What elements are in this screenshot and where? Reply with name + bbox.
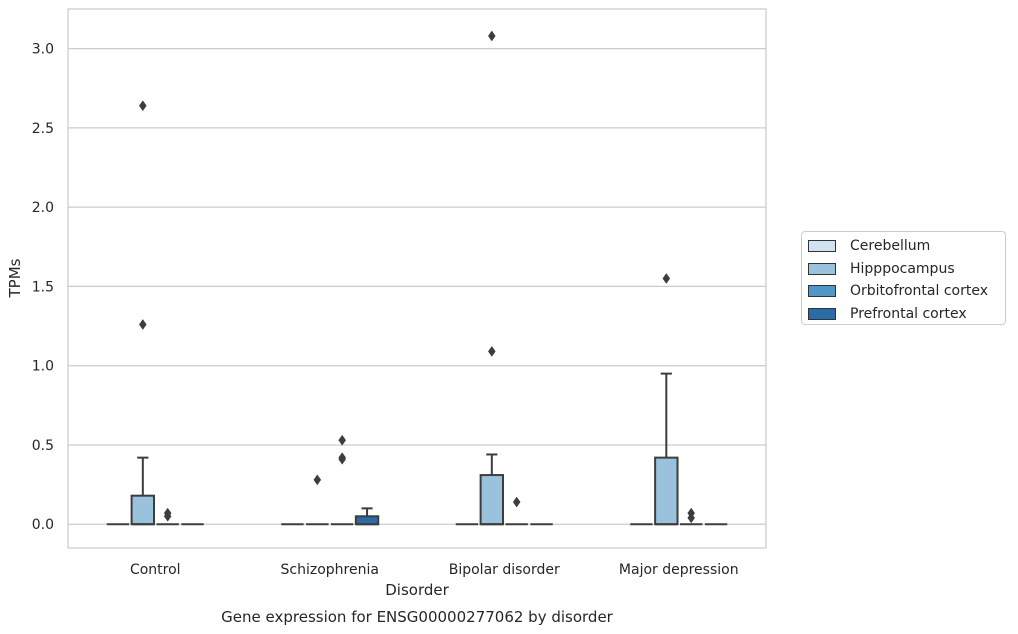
y-tick-label: 0.0 — [32, 517, 54, 533]
box-orbitofrontal-cortex — [679, 507, 703, 526]
outlier-point — [139, 319, 147, 330]
x-tick-label: Major depression — [619, 562, 739, 578]
legend-swatch — [808, 262, 836, 275]
box — [479, 474, 505, 526]
outlier-point — [313, 474, 322, 486]
legend-item: Prefrontal cortex — [808, 305, 967, 323]
y-tick-label: 3.0 — [32, 42, 54, 58]
x-tick-label: Control — [130, 562, 181, 578]
plot-frame — [67, 8, 767, 549]
x-tick-label: Schizophrenia — [281, 562, 379, 578]
outlier-point — [662, 273, 671, 284]
y-axis-ticks: 0.0 0.5 1.0 1.5 2.0 2.5 3.0 — [32, 42, 54, 534]
legend-swatch — [808, 307, 836, 320]
legend-swatch — [808, 240, 836, 252]
legend-label: Prefrontal cortex — [850, 305, 967, 322]
legend-label: Cerebellum — [850, 238, 931, 254]
box-hipppocampus — [479, 30, 505, 526]
legend-item: Orbitofrontal cortex — [808, 282, 988, 300]
outlier-point — [512, 496, 521, 508]
outlier-point — [338, 452, 346, 464]
outlier-point — [488, 30, 496, 42]
y-tick-label: 2.0 — [32, 200, 54, 216]
x-axis-label: Disorder — [385, 581, 449, 599]
outlier-point — [139, 100, 147, 112]
box — [130, 494, 156, 526]
legend-label: Hipppocampus — [850, 260, 955, 277]
y-tick-label: 2.5 — [32, 121, 54, 137]
y-tick-label: 1.0 — [32, 359, 54, 375]
outlier-point — [687, 507, 695, 519]
box-hipppocampus — [654, 273, 679, 526]
box-orbitofrontal-cortex — [505, 496, 528, 526]
outlier-point — [488, 345, 496, 357]
y-tick-label: 0.5 — [32, 438, 54, 454]
chart-title: Gene expression for ENSG00000277062 by d… — [221, 608, 614, 626]
box-orbitofrontal-cortex — [156, 507, 179, 526]
box-hipppocampus — [306, 474, 329, 526]
box-series — [106, 30, 728, 526]
legend-label: Orbitofrontal cortex — [850, 283, 988, 299]
gridlines — [68, 48, 766, 525]
outlier-point — [163, 507, 172, 519]
legend-item: Hipppocampus — [808, 260, 955, 278]
box-prefrontal-cortex — [354, 507, 380, 526]
legend: Cerebellum Hipppocampus Orbitofrontal cort… — [801, 231, 1006, 325]
box — [354, 515, 380, 526]
y-axis-label: TPMs — [6, 258, 24, 298]
outlier-point — [338, 434, 346, 446]
box — [654, 456, 679, 526]
box-orbitofrontal-cortex — [330, 434, 354, 526]
x-tick-label: Bipolar disorder — [449, 562, 560, 578]
box-hipppocampus — [130, 100, 156, 526]
legend-item: Cerebellum — [808, 237, 930, 255]
x-axis-ticks: Control Schizophrenia Bipolar disorder Majo… — [130, 562, 739, 578]
y-tick-label: 1.5 — [32, 279, 54, 295]
legend-swatch — [808, 285, 836, 297]
